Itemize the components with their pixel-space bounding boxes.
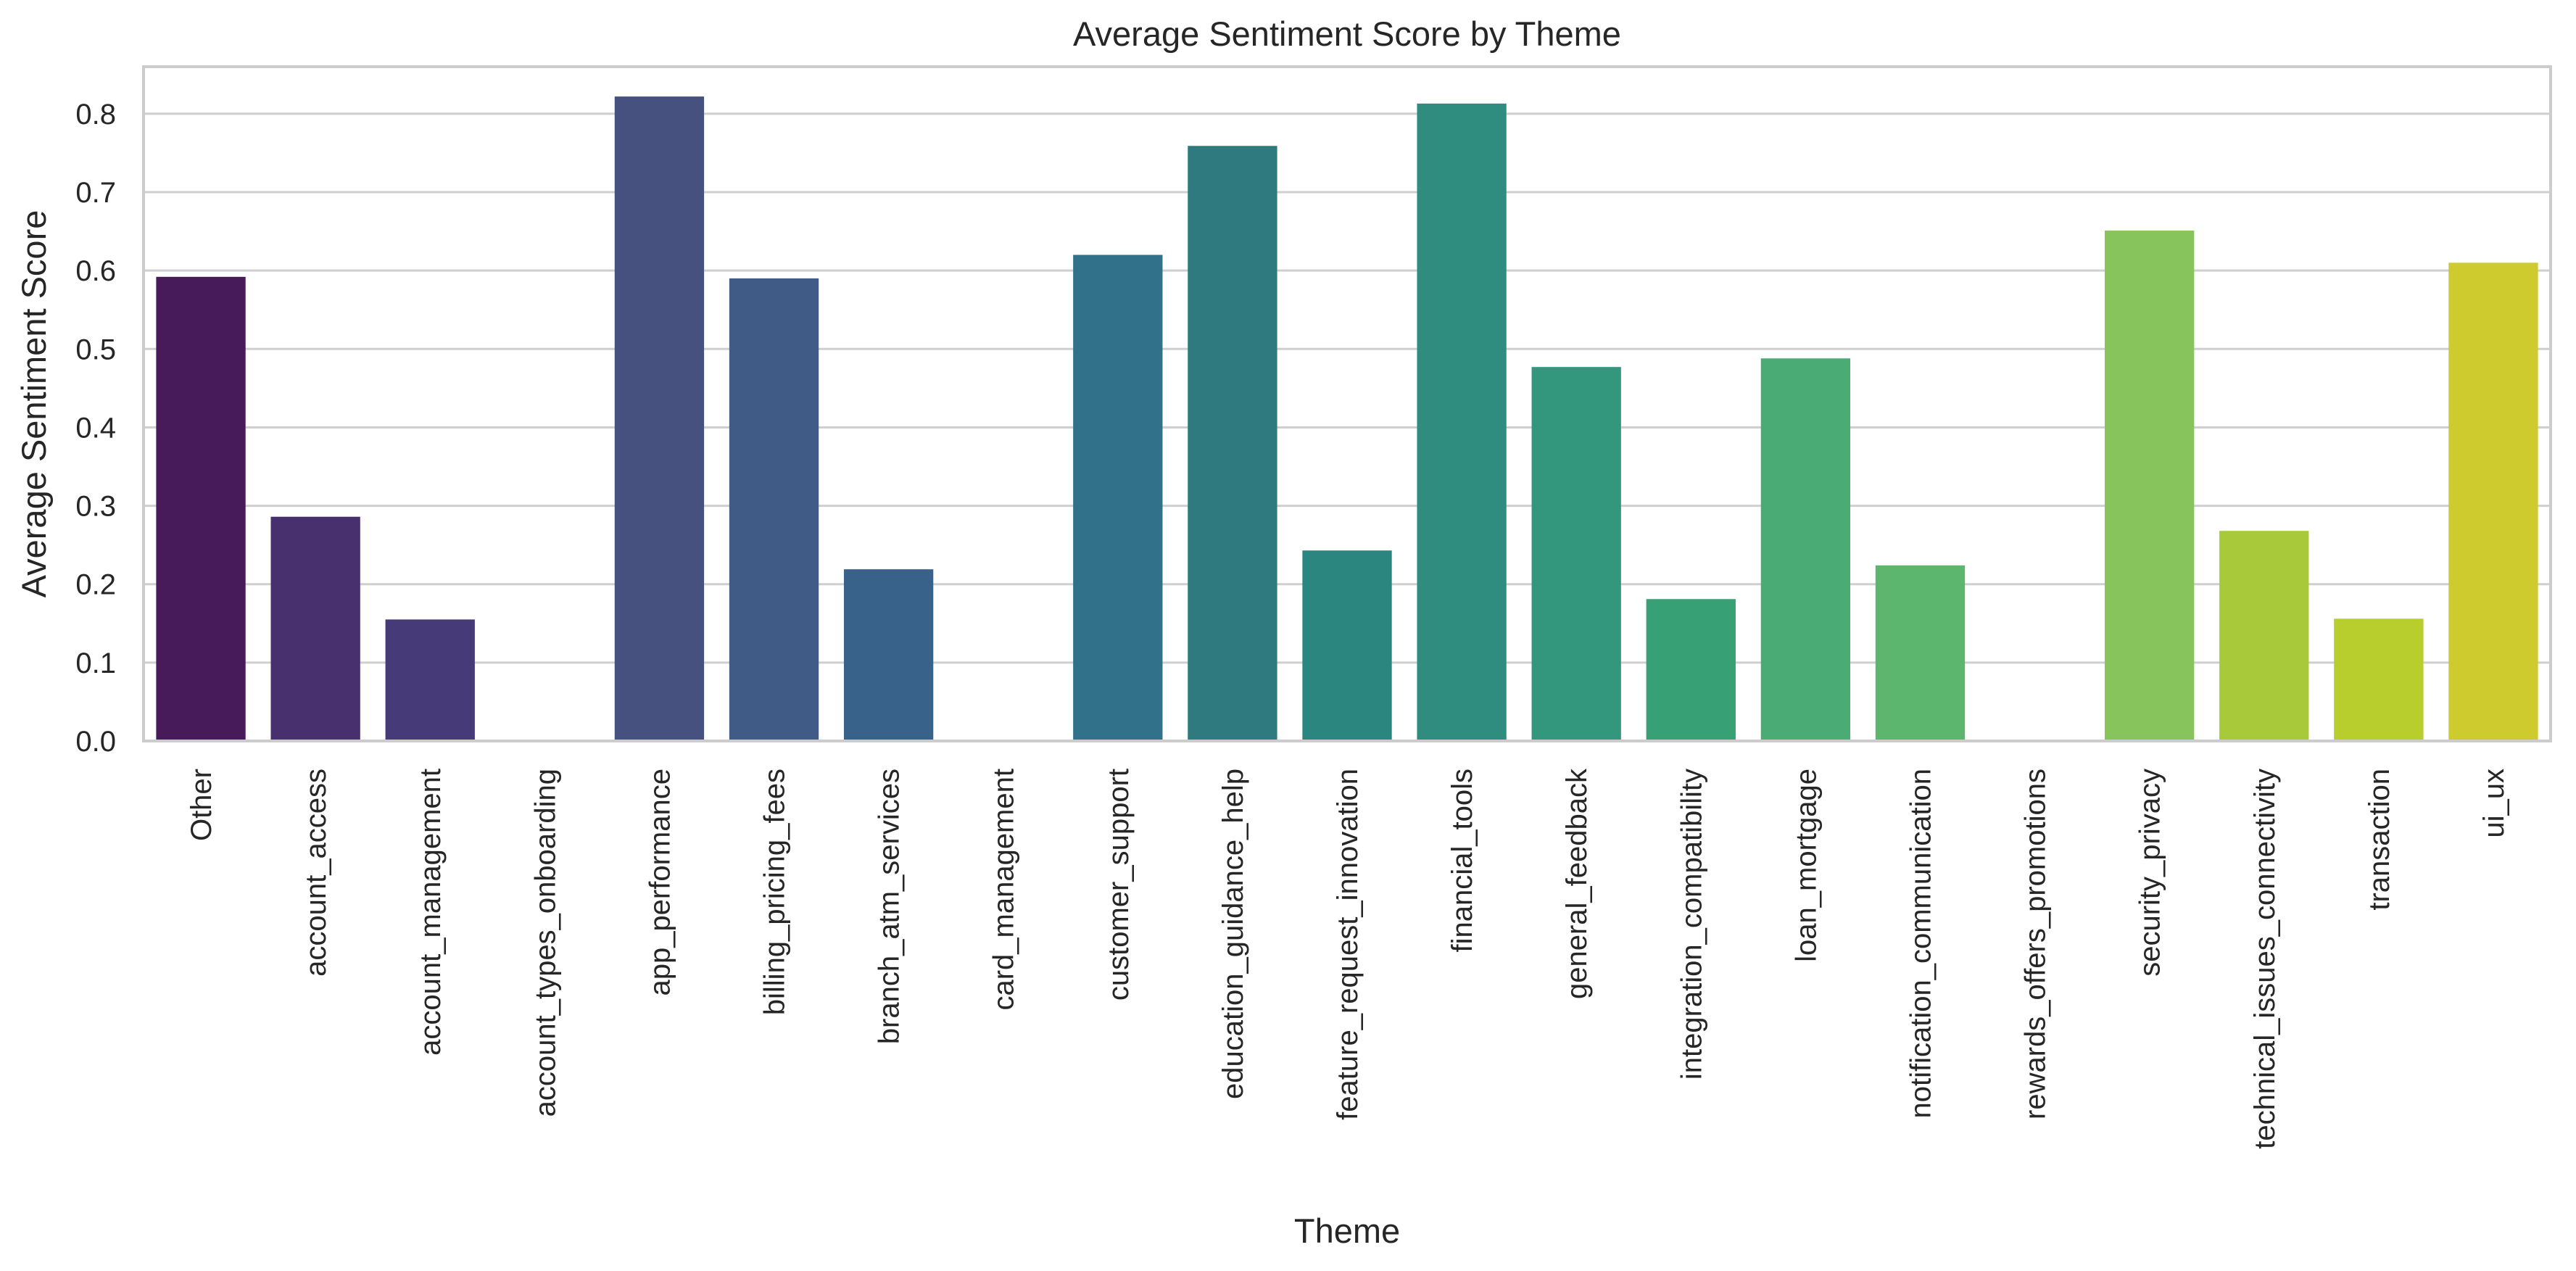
y-tick-label: 0.8 bbox=[75, 99, 116, 131]
y-tick-label: 0.4 bbox=[75, 412, 116, 444]
bar-billing-pricing-fees bbox=[729, 278, 819, 741]
bar-customer-support bbox=[1073, 254, 1163, 741]
bar-account-access bbox=[270, 516, 360, 741]
bar-other bbox=[156, 276, 246, 741]
x-tick-label: feature_request_innovation bbox=[1332, 769, 1364, 1120]
bar-ui-ux bbox=[2448, 262, 2538, 741]
x-tick-label: security_privacy bbox=[2134, 769, 2166, 977]
bar-transaction bbox=[2334, 618, 2424, 741]
x-tick-label: integration_compatibility bbox=[1676, 769, 1707, 1080]
bar-technical-issues-connectivity bbox=[2219, 531, 2309, 741]
bar-app-performance bbox=[614, 96, 705, 741]
x-tick-label: app_performance bbox=[644, 769, 676, 996]
bar-notification-communication bbox=[1875, 565, 1966, 741]
y-axis-label: Average Sentiment Score bbox=[15, 210, 53, 598]
y-tick-label: 0.5 bbox=[75, 334, 116, 365]
y-tick-label: 0.6 bbox=[75, 255, 116, 287]
x-tick-label: notification_communication bbox=[1905, 769, 1937, 1118]
grid-lines bbox=[144, 112, 2551, 742]
y-tick-label: 0.7 bbox=[75, 177, 116, 209]
x-tick-label: branch_atm_services bbox=[874, 769, 906, 1044]
bar-education-guidance-help bbox=[1188, 146, 1277, 741]
x-tick-label: general_feedback bbox=[1561, 768, 1593, 999]
y-tick-label: 0.1 bbox=[75, 647, 116, 679]
x-tick-label: account_types_onboarding bbox=[529, 769, 561, 1117]
x-tick-label: customer_support bbox=[1103, 769, 1135, 1001]
x-tick-label: ui_ux bbox=[2478, 769, 2510, 838]
x-tick-label: loan_mortgage bbox=[1790, 769, 1822, 962]
y-tick-labels: 0.0 0.1 0.2 0.3 0.4 0.5 0.6 0.7 0.8 bbox=[75, 99, 116, 758]
x-tick-label: account_access bbox=[300, 769, 332, 977]
bar-integration-compatibility bbox=[1646, 599, 1736, 741]
bar-branch-atm-services bbox=[843, 569, 934, 741]
bar-feature-request-innovation bbox=[1302, 550, 1392, 741]
y-tick-label: 0.3 bbox=[75, 491, 116, 523]
x-tick-label: transaction bbox=[2364, 769, 2395, 911]
y-tick-label: 0.2 bbox=[75, 569, 116, 601]
x-tick-labels: Other account_access account_management acc… bbox=[186, 768, 2510, 1149]
plot-frame bbox=[142, 65, 2552, 742]
x-tick-label: rewards_offers_promotions bbox=[2020, 769, 2052, 1119]
x-tick-label: education_guidance_help bbox=[1217, 769, 1249, 1099]
x-tick-label: account_management bbox=[415, 769, 447, 1056]
bars bbox=[156, 96, 2538, 742]
y-tick-label: 0.0 bbox=[75, 726, 116, 758]
x-tick-label: financial_tools bbox=[1446, 769, 1478, 953]
bar-account-management bbox=[385, 619, 475, 741]
bar-loan-mortgage bbox=[1760, 358, 1851, 742]
bar-security-privacy bbox=[2105, 231, 2195, 742]
chart-title: Average Sentiment Score by Theme bbox=[1073, 15, 1621, 53]
x-tick-label: card_management bbox=[988, 769, 1020, 1011]
bar-financial-tools bbox=[1417, 103, 1507, 742]
x-axis-label: Theme bbox=[1294, 1212, 1400, 1250]
x-tick-label: Other bbox=[186, 769, 218, 841]
bar-general-feedback bbox=[1531, 367, 1621, 741]
x-tick-label: technical_issues_connectivity bbox=[2249, 769, 2281, 1149]
x-tick-label: billing_pricing_fees bbox=[759, 769, 791, 1015]
